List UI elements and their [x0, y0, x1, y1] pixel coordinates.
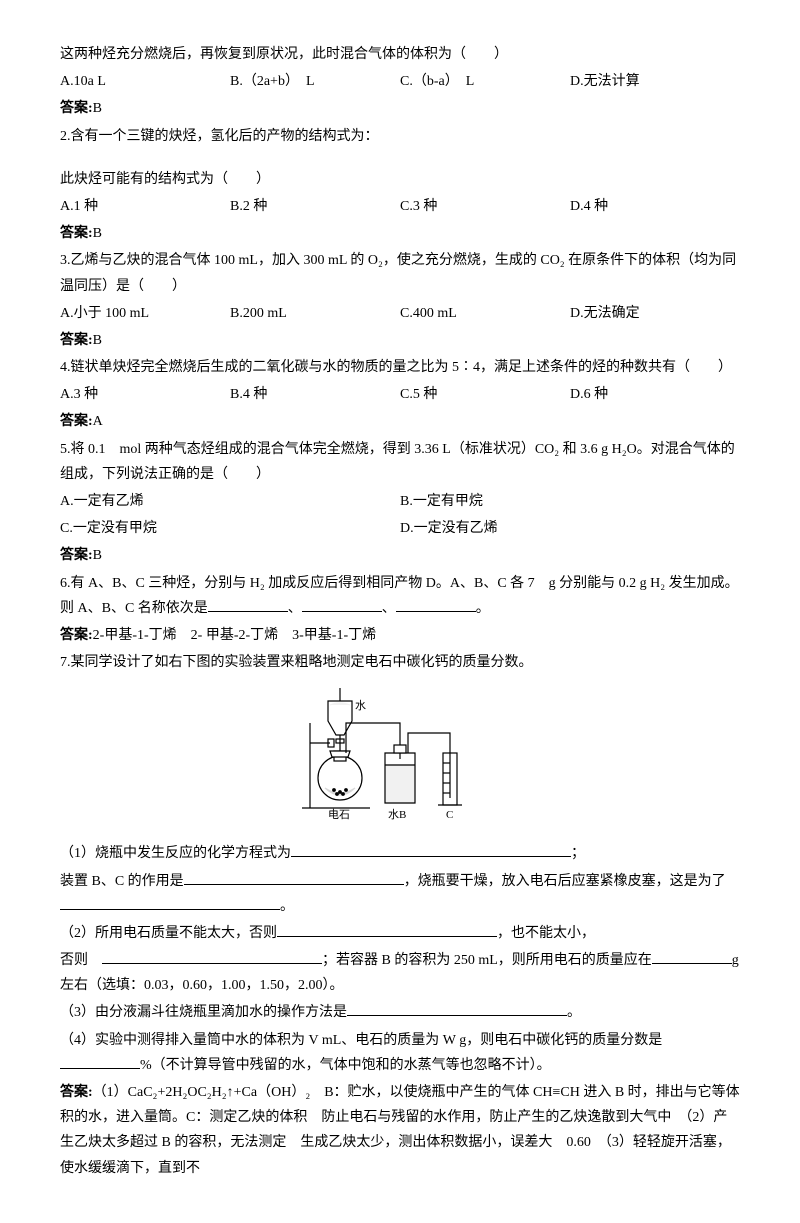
- q2-opt-a: A.1 种: [60, 194, 230, 219]
- pre-answer: B: [93, 101, 102, 116]
- fig-label-water: 水: [355, 699, 366, 712]
- q2-structure-placeholder: [60, 151, 740, 165]
- q4-options: A.3 种 B.4 种 C.5 种 D.6 种: [60, 382, 740, 407]
- q7-p2a: （2）所用电石质量不能太大，否则: [60, 926, 277, 941]
- q5-stem: 5.将 0.1 mol 两种气态烃组成的混合气体完全燃烧，得到 3.36 L（标…: [60, 437, 740, 487]
- q7-p1-line1: （1）烧瓶中发生反应的化学方程式为 ；: [60, 841, 740, 866]
- q4-opt-a: A.3 种: [60, 382, 230, 407]
- q3-answer-line: 答案:B: [60, 328, 740, 353]
- fig-label-dianshi: 电石: [328, 808, 350, 821]
- apparatus-svg: 水 电石 水B C: [300, 683, 500, 833]
- q7-p1-line2: 装置 B、C 的作用是 ，烧瓶要干燥，放入电石后应塞紧橡皮塞，这是为了。: [60, 869, 740, 919]
- q3-opt-a: A.小于 100 mL: [60, 301, 230, 326]
- q7-p1c: 装置 B、C 的作用是: [60, 874, 184, 889]
- q6-stem: 6.有 A、B、C 三种烃，分别与 H₂ 加成反应后得到相同产物 D。A、B、C…: [60, 571, 740, 621]
- q7-p2-line2: 否则 ；若容器 B 的容积为 250 mL，则所用电石的质量应在g 左右（选填：…: [60, 948, 740, 998]
- q5-answer-label: 答案:: [60, 548, 93, 563]
- q5-opt-c: C.一定没有甲烷: [60, 516, 400, 541]
- q2-answer: B: [93, 226, 102, 241]
- q5-opt-d: D.一定没有乙烯: [400, 516, 740, 541]
- q7-p2d: ；若容器 B 的容积为 250 mL，则所用电石的质量应在: [322, 953, 652, 968]
- q7-p4-line: （4）实验中测得排入量筒中水的体积为 V mL、电石的质量为 W g，则电石中碳…: [60, 1028, 740, 1078]
- q7-p1a: （1）烧瓶中发生反应的化学方程式为: [60, 846, 291, 861]
- q6-answer: 2-甲基-1-丁烯 2- 甲基-2-丁烯 3-甲基-1-丁烯: [93, 628, 376, 643]
- q7-blank-bc: [184, 870, 404, 885]
- q3-opt-d: D.无法确定: [570, 301, 740, 326]
- q7-p2-line1: （2）所用电石质量不能太大，否则 ，也不能太小，: [60, 921, 740, 946]
- q4-stem: 4.链状单炔烃完全燃烧后生成的二氧化碳与水的物质的量之比为 5∶4，满足上述条件…: [60, 355, 740, 380]
- q7-answer-label: 答案:: [60, 1085, 93, 1100]
- q7-figure: 水 电石 水B C: [60, 683, 740, 833]
- q7-p4b: %（不计算导管中残留的水，气体中饱和的水蒸气等也忽略不计）。: [140, 1058, 551, 1073]
- q7-p1d: ，烧瓶要干燥，放入电石后应塞紧橡皮塞，这是为了: [404, 874, 726, 889]
- pre-stem: 这两种烃充分燃烧后，再恢复到原状况，此时混合气体的体积为（ ）: [60, 42, 740, 67]
- q7-blank-op: [347, 1001, 567, 1016]
- q7-blank-frac: [60, 1054, 140, 1069]
- q7-p3a: （3）由分液漏斗往烧瓶里滴加水的操作方法是: [60, 1005, 347, 1020]
- q7-p2b: ，也不能太小，: [497, 926, 595, 941]
- q7-blank-dry: [60, 895, 280, 910]
- q7-p1e: 。: [280, 899, 294, 914]
- q7-blank-big: [277, 922, 497, 937]
- q4-answer: A: [93, 414, 103, 429]
- q7-p4a: （4）实验中测得排入量筒中水的体积为 V mL、电石的质量为 W g，则电石中碳…: [60, 1033, 662, 1048]
- q5-options: A.一定有乙烯 B.一定有甲烷: [60, 489, 740, 514]
- q6-answer-line: 答案:2-甲基-1-丁烯 2- 甲基-2-丁烯 3-甲基-1-丁烯: [60, 623, 740, 648]
- q5-answer: B: [93, 548, 102, 563]
- q2-opt-c: C.3 种: [400, 194, 570, 219]
- fig-label-waterb: 水B: [388, 808, 406, 821]
- q6-blank-3: [396, 597, 476, 612]
- q3-options: A.小于 100 mL B.200 mL C.400 mL D.无法确定: [60, 301, 740, 326]
- q6-sep2: 、: [382, 601, 396, 616]
- q5-opt-a: A.一定有乙烯: [60, 489, 400, 514]
- q2-answer-line: 答案:B: [60, 221, 740, 246]
- q6-answer-label: 答案:: [60, 628, 93, 643]
- q3-answer: B: [93, 333, 102, 348]
- q2-options: A.1 种 B.2 种 C.3 种 D.4 种: [60, 194, 740, 219]
- q7-stem: 7.某同学设计了如右下图的实验装置来粗略地测定电石中碳化钙的质量分数。: [60, 650, 740, 675]
- q3-stem: 3.乙烯与乙炔的混合气体 100 mL，加入 300 mL 的 O₂，使之充分燃…: [60, 248, 740, 298]
- q3-answer-label: 答案:: [60, 333, 93, 348]
- q7-p3-line: （3）由分液漏斗往烧瓶里滴加水的操作方法是 。: [60, 1000, 740, 1025]
- q6-blank-1: [208, 597, 288, 612]
- q4-opt-b: B.4 种: [230, 382, 400, 407]
- q7-blank-small: [102, 949, 322, 964]
- fig-label-c: C: [446, 809, 453, 821]
- q7-p2c: 否则: [60, 953, 88, 968]
- pre-answer-label: 答案:: [60, 101, 93, 116]
- q3-opt-b: B.200 mL: [230, 301, 400, 326]
- q3-opt-c: C.400 mL: [400, 301, 570, 326]
- q7-answer-line: 答案:（1）CaC₂+2H₂OC₂H₂↑+Ca（OH）₂ B：贮水，以使烧瓶中产…: [60, 1080, 740, 1181]
- q2-stem1: 2.含有一个三键的炔烃，氢化后的产物的结构式为：: [60, 124, 740, 149]
- q4-answer-line: 答案:A: [60, 409, 740, 434]
- q2-stem2: 此炔烃可能有的结构式为（ ）: [60, 167, 740, 192]
- q6-sep1: 、: [288, 601, 302, 616]
- q2-opt-b: B.2 种: [230, 194, 400, 219]
- q7-blank-mass: [652, 949, 732, 964]
- q2-opt-d: D.4 种: [570, 194, 740, 219]
- pre-opt-d: D.无法计算: [570, 69, 740, 94]
- q6-sep3: 。: [476, 601, 490, 616]
- pre-opt-c: C.（b-a） L: [400, 69, 570, 94]
- q2-answer-label: 答案:: [60, 226, 93, 241]
- q5-options-2: C.一定没有甲烷 D.一定没有乙烯: [60, 516, 740, 541]
- q4-opt-d: D.6 种: [570, 382, 740, 407]
- q4-answer-label: 答案:: [60, 414, 93, 429]
- q6-blank-2: [302, 597, 382, 612]
- q4-opt-c: C.5 种: [400, 382, 570, 407]
- q7-answer: （1）CaC₂+2H₂OC₂H₂↑+Ca（OH）₂ B：贮水，以使烧瓶中产生的气…: [60, 1085, 740, 1176]
- q5-answer-line: 答案:B: [60, 543, 740, 568]
- q7-p1b: ；: [571, 846, 585, 861]
- pre-opt-a: A.10a L: [60, 69, 230, 94]
- pre-answer-line: 答案:B: [60, 96, 740, 121]
- pre-opt-b: B.（2a+b） L: [230, 69, 400, 94]
- pre-options: A.10a L B.（2a+b） L C.（b-a） L D.无法计算: [60, 69, 740, 94]
- q5-opt-b: B.一定有甲烷: [400, 489, 740, 514]
- q7-p3b: 。: [567, 1005, 581, 1020]
- q7-blank-eq: [291, 842, 571, 857]
